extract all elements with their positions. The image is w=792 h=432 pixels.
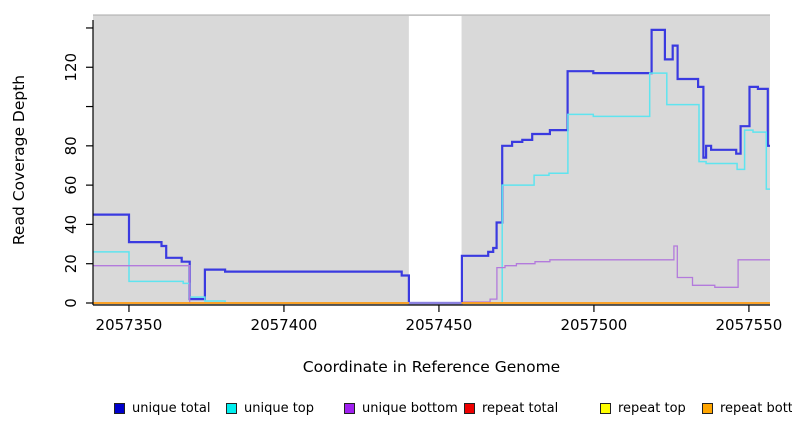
x-tick-label: 2057500 [561,316,628,334]
y-axis-title: Read Coverage Depth [10,75,28,245]
repeat-top-swatch-icon [600,402,611,414]
legend-item-unique-total: unique total [114,398,210,418]
y-tick-label: 0 [62,298,80,308]
y-tick-label: 20 [62,254,80,273]
legend-label-repeat-total: repeat total [482,400,559,416]
unique-total-swatch-icon [114,402,125,414]
series-line-unique-total [93,28,770,305]
y-tick-label: 120 [62,53,80,82]
legend-label-unique-top: unique top [244,400,315,416]
masked-region [408,16,462,304]
x-axis-title: Coordinate in Reference Genome [303,358,560,376]
unique-bottom-swatch-icon [344,402,355,414]
x-tick-label: 2057400 [251,316,318,334]
legend-item-repeat-top: repeat top [600,398,686,418]
x-tick-label: 2057450 [406,316,473,334]
y-tick-label: 80 [62,136,80,155]
legend-item-repeat-bottom: repeat bottom [702,398,792,418]
legend-item-unique-bottom: unique bottom [344,398,458,418]
x-tick-label: 2057350 [96,316,163,334]
series-line-unique-top [93,72,770,304]
y-tick-label: 40 [62,215,80,234]
repeat-bottom-swatch-icon [702,402,713,414]
legend-label-repeat-top: repeat top [618,400,686,416]
chart-svg: 2057350 2057400 2057450 2057500 2057550 0 20 40… [10,14,783,376]
legend-label-unique-total: unique total [132,400,211,416]
y-tick-label: 60 [62,176,80,195]
legend: unique total unique top unique bottom repea… [0,398,792,420]
unique-top-swatch-icon [226,402,237,414]
repeat-total-swatch-icon [464,402,475,414]
legend-item-repeat-total: repeat total [464,398,558,418]
legend-label-repeat-bottom: repeat bottom [720,400,792,416]
x-tick-label: 2057550 [716,316,783,334]
legend-item-unique-top: unique top [226,398,314,418]
legend-label-unique-bottom: unique bottom [362,400,458,416]
series-line-unique-bottom [93,245,770,304]
